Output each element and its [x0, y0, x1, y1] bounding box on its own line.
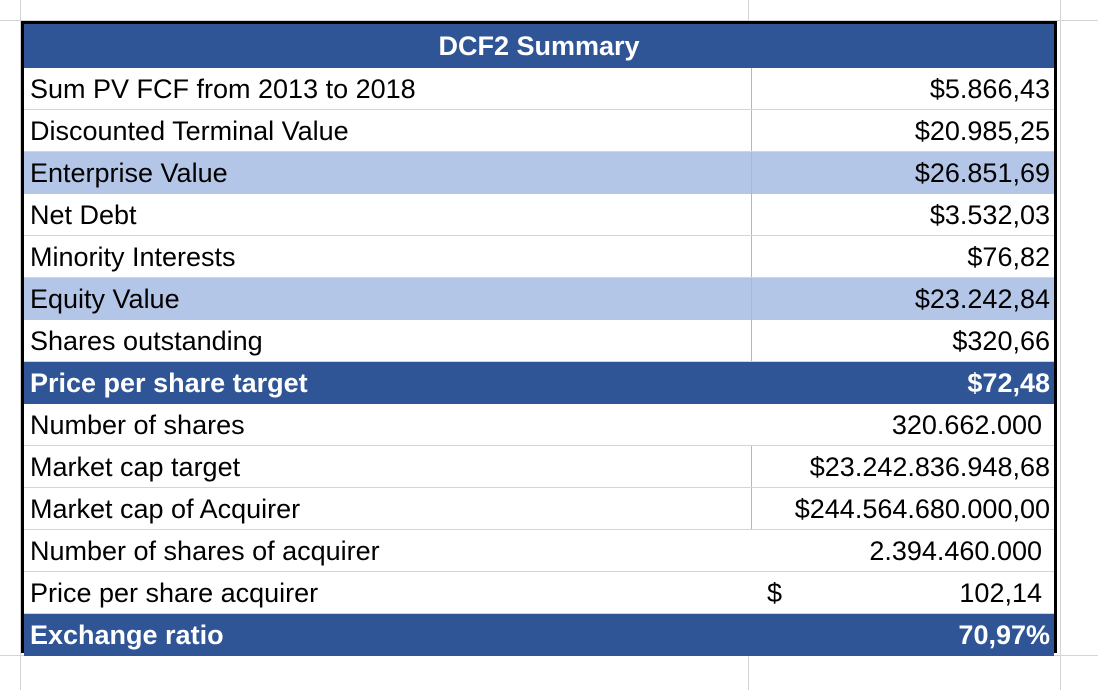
- row-label: Price per share target: [30, 368, 308, 398]
- row-value: $23.242,84: [914, 284, 1050, 314]
- table-row[interactable]: Shares outstanding $320,66: [24, 320, 1054, 362]
- table-row[interactable]: Sum PV FCF from 2013 to 2018 $5.866,43: [24, 68, 1054, 110]
- row-label: Market cap of Acquirer: [30, 494, 301, 524]
- row-label: Minority Interests: [30, 242, 236, 272]
- row-label: Discounted Terminal Value: [30, 116, 349, 146]
- table-row[interactable]: Number of shares of acquirer 2.394.460.0…: [24, 530, 1054, 572]
- row-value: $5.866,43: [929, 74, 1050, 104]
- table-row[interactable]: Number of shares 320.662.000: [24, 404, 1054, 446]
- row-value: $72,48: [967, 368, 1050, 398]
- row-value: 102,14: [959, 578, 1042, 608]
- table-row[interactable]: Market cap target $23.242.836.948,68: [24, 446, 1054, 488]
- table-title-row[interactable]: DCF2 Summary: [24, 24, 1054, 68]
- table-row-price-per-share-target[interactable]: Price per share target $72,48: [24, 362, 1054, 404]
- row-label: Number of shares of acquirer: [30, 536, 380, 566]
- table-row-exchange-ratio[interactable]: Exchange ratio 70,97%: [24, 614, 1054, 656]
- currency-symbol: $: [767, 578, 783, 608]
- row-value: $26.851,69: [914, 158, 1050, 188]
- row-label: Number of shares: [30, 410, 245, 440]
- row-label: Exchange ratio: [30, 620, 224, 650]
- row-label: Price per share acquirer: [30, 578, 319, 608]
- row-label: Net Debt: [30, 200, 137, 230]
- row-value: 320.662.000: [891, 410, 1042, 440]
- row-value: $320,66: [952, 326, 1050, 356]
- table-row[interactable]: Price per share acquirer $ 102,14: [24, 572, 1054, 614]
- row-value: $76,82: [967, 242, 1050, 272]
- row-value: 2.394.460.000: [869, 536, 1042, 566]
- row-value: 70,97%: [958, 620, 1050, 650]
- table-row[interactable]: Market cap of Acquirer $244.564.680.000,…: [24, 488, 1054, 530]
- row-value: $23.242.836.948,68: [809, 452, 1050, 482]
- row-label: Shares outstanding: [30, 326, 263, 356]
- table-title: DCF2 Summary: [438, 31, 640, 61]
- row-label: Enterprise Value: [30, 158, 228, 188]
- table-row[interactable]: Discounted Terminal Value $20.985,25: [24, 110, 1054, 152]
- row-value: $20.985,25: [914, 116, 1050, 146]
- dcf2-summary-table: DCF2 Summary Sum PV FCF from 2013 to 201…: [21, 21, 1057, 656]
- row-label: Equity Value: [30, 284, 180, 314]
- row-value: $244.564.680.000,00: [794, 494, 1050, 524]
- table-row[interactable]: Minority Interests $76,82: [24, 236, 1054, 278]
- table-row[interactable]: Net Debt $3.532,03: [24, 194, 1054, 236]
- row-label: Sum PV FCF from 2013 to 2018: [30, 74, 416, 104]
- table-row-enterprise-value[interactable]: Enterprise Value $26.851,69: [24, 152, 1054, 194]
- row-label: Market cap target: [30, 452, 241, 482]
- row-value: $3.532,03: [929, 200, 1050, 230]
- table-row-equity-value[interactable]: Equity Value $23.242,84: [24, 278, 1054, 320]
